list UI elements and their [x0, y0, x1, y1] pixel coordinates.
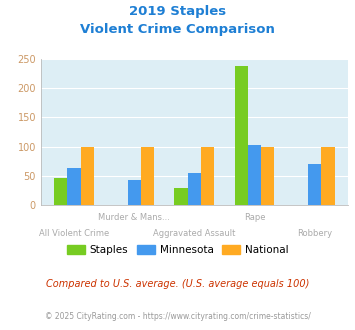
Bar	[261, 147, 274, 205]
Bar	[248, 145, 261, 205]
Legend: Staples, Minnesota, National: Staples, Minnesota, National	[62, 241, 293, 259]
Text: Robbery: Robbery	[297, 229, 332, 238]
Text: Violent Crime Comparison: Violent Crime Comparison	[80, 23, 275, 36]
Text: Rape: Rape	[244, 213, 265, 222]
Text: © 2025 CityRating.com - https://www.cityrating.com/crime-statistics/: © 2025 CityRating.com - https://www.city…	[45, 312, 310, 321]
Bar	[321, 147, 335, 205]
Bar	[235, 66, 248, 205]
Bar	[175, 188, 188, 205]
Text: Compared to U.S. average. (U.S. average equals 100): Compared to U.S. average. (U.S. average …	[46, 279, 309, 289]
Bar	[141, 147, 154, 205]
Bar	[201, 147, 214, 205]
Bar	[67, 168, 81, 205]
Text: 2019 Staples: 2019 Staples	[129, 5, 226, 18]
Text: All Violent Crime: All Violent Crime	[39, 229, 109, 238]
Bar	[54, 178, 67, 205]
Text: Murder & Mans...: Murder & Mans...	[98, 213, 170, 222]
Bar	[81, 147, 94, 205]
Text: Aggravated Assault: Aggravated Assault	[153, 229, 236, 238]
Bar	[188, 173, 201, 205]
Bar	[308, 164, 321, 205]
Bar	[127, 180, 141, 205]
